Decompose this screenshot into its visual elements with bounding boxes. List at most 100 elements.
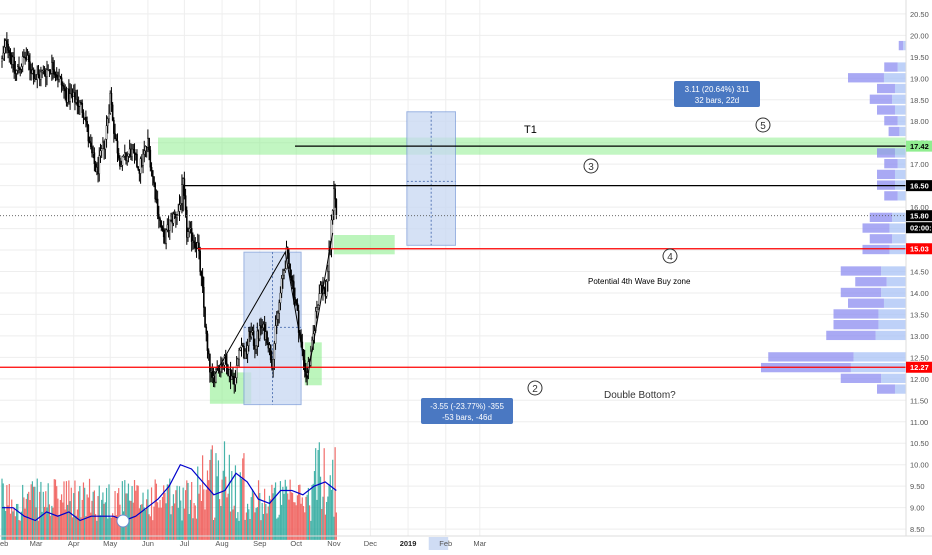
volume-bar — [160, 507, 162, 540]
volume-bar — [234, 465, 237, 540]
volume-bar — [166, 484, 168, 540]
volume-bar — [158, 507, 160, 540]
volume-bar — [18, 519, 20, 540]
candle-body — [74, 92, 76, 103]
wave-3-label: 3 — [588, 162, 594, 173]
candle-body — [272, 359, 274, 369]
volume-bar — [39, 491, 41, 540]
volume-bar — [254, 512, 256, 540]
profile-bar-sell — [897, 159, 906, 169]
volume-bar — [133, 480, 136, 540]
volume-bar — [228, 454, 230, 540]
candle-body — [117, 153, 120, 159]
volume-bar — [209, 459, 211, 540]
candle-body — [333, 188, 335, 211]
volume-bar — [283, 493, 285, 540]
volume-bar — [313, 471, 316, 540]
volume-bar — [285, 486, 288, 540]
volume-bar — [140, 504, 142, 540]
volume-bar — [114, 491, 116, 540]
profile-bar-buy — [848, 73, 884, 83]
candle-body — [150, 167, 153, 171]
volume-bar — [202, 455, 204, 540]
volume-bar — [200, 500, 202, 540]
volume-bar — [333, 516, 335, 540]
profile-bar-sell — [875, 330, 906, 341]
candle-body — [113, 120, 115, 134]
volume-bar — [326, 501, 328, 540]
candle-body — [7, 43, 9, 51]
x-tick-label: Apr — [68, 539, 80, 548]
measure-up-line-1: 3.11 (20.64%) 311 — [685, 85, 750, 94]
volume-bar — [88, 478, 91, 540]
profile-bar-sell — [894, 384, 906, 394]
candle-body — [153, 176, 155, 184]
volume-bar — [183, 508, 185, 540]
volume-bar — [238, 520, 240, 540]
candle-body — [156, 198, 159, 215]
volume-bar — [274, 482, 277, 540]
volume-bar — [99, 515, 102, 540]
candle-body — [334, 188, 336, 200]
volume-bar — [13, 507, 15, 540]
volume-bar — [30, 484, 32, 540]
profile-bar-buy — [884, 159, 898, 169]
wave-path — [214, 232, 334, 379]
volume-ma — [2, 463, 337, 522]
measure-down-box: -3.55 (-23.77%) -355 -53 bars, -46d — [421, 398, 513, 424]
volume-bar — [131, 486, 133, 540]
volume-bar — [12, 511, 14, 540]
candle-body — [6, 40, 8, 45]
x-tick-label: eb — [0, 539, 8, 548]
volume-bar — [290, 492, 292, 540]
candle-body — [79, 102, 81, 107]
volume-bar — [240, 478, 243, 540]
y-tick-label: 19.00 — [910, 74, 929, 83]
volume-bar — [157, 502, 159, 540]
profile-bar-sell — [894, 148, 906, 158]
bottom-zone-2 — [304, 342, 322, 386]
volume-bar — [236, 518, 238, 540]
volume-bar — [34, 486, 36, 540]
volume-bar — [56, 486, 58, 540]
volume-bar — [42, 491, 44, 540]
volume-bar — [225, 476, 227, 540]
volume-bar — [296, 495, 299, 540]
candle-body — [203, 286, 205, 308]
volume-bar — [233, 505, 235, 540]
candle-body — [312, 333, 315, 341]
candle-body — [204, 307, 206, 328]
candle-body — [85, 117, 87, 122]
volume-bar — [149, 516, 151, 540]
y-tick-label: 13.50 — [910, 310, 929, 319]
candle-body — [275, 319, 278, 326]
volume-bar — [171, 505, 173, 540]
volume-bar — [323, 448, 325, 540]
candle-body — [127, 153, 130, 157]
candle-body — [274, 325, 277, 344]
volume-bar — [118, 488, 120, 540]
profile-bar-sell — [897, 191, 906, 201]
volume-bar — [330, 489, 333, 540]
volume-bar — [293, 502, 295, 540]
candle-body — [244, 350, 246, 359]
volume-bar — [80, 517, 82, 540]
candle-body — [122, 156, 125, 158]
candle-body — [82, 112, 85, 118]
volume-bar — [276, 518, 278, 540]
candle-body — [283, 270, 285, 276]
price-tag-bg — [906, 361, 932, 373]
x-tick-label: Jun — [142, 539, 154, 548]
volume-profile — [761, 40, 906, 394]
x-tick-label: May — [103, 539, 117, 548]
price-tag: 15.80 — [910, 212, 929, 221]
drawing-lines — [0, 145, 906, 379]
volume-bar — [284, 479, 286, 540]
volume-bar — [288, 499, 290, 540]
volume-bar — [169, 478, 171, 540]
volume-bar — [268, 495, 271, 540]
candle-body — [238, 350, 240, 360]
candle-body — [234, 377, 237, 385]
volume-bar — [8, 483, 10, 540]
